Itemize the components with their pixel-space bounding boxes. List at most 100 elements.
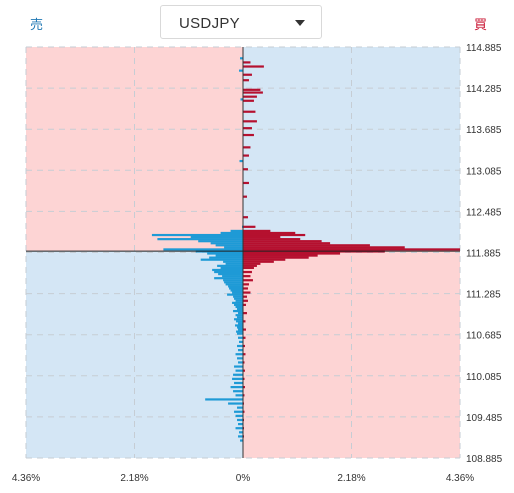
buy-order-bar (243, 336, 246, 339)
sell-order-bar (232, 301, 243, 304)
sell-order-bar (207, 252, 243, 255)
sell-order-bar (238, 422, 243, 426)
sell-order-bar (228, 402, 243, 405)
buy-order-bar (243, 295, 247, 298)
buy-order-bar (243, 242, 331, 245)
sell-order-bar (236, 320, 243, 323)
buy-order-bar (243, 361, 245, 364)
sell-order-bar (230, 386, 243, 389)
sell-order-bar (235, 324, 243, 327)
buy-order-bar (243, 256, 309, 259)
x-tick-label: 2.18% (120, 473, 148, 484)
buy-order-bar (243, 248, 460, 251)
buy-order-bar (243, 73, 252, 76)
sell-order-bar (215, 254, 243, 257)
sell-order-bar (214, 270, 243, 274)
sell-order-bar (198, 240, 243, 243)
symbol-value: USDJPY (179, 15, 240, 32)
buy-order-bar (243, 88, 261, 91)
sell-order-bar (238, 312, 243, 315)
buy-order-bar (243, 154, 249, 157)
sell-order-bar (234, 318, 243, 321)
buy-order-bar (243, 254, 318, 257)
sell-order-bar (240, 57, 243, 60)
y-tick-label: 112.485 (466, 207, 502, 218)
chevron-down-icon (295, 20, 305, 26)
y-tick-label: 114.885 (466, 43, 502, 54)
sell-order-bar (235, 369, 243, 372)
buy-order-bar (243, 262, 261, 265)
symbol-dropdown[interactable]: USDJPY (160, 5, 322, 39)
y-tick-label: 113.685 (466, 125, 502, 136)
buy-order-bar (243, 146, 251, 149)
sell-order-bar (224, 281, 243, 284)
buy-order-bar (243, 225, 256, 228)
sell-order-bar (232, 291, 243, 294)
y-tick-label: 114.285 (466, 84, 502, 95)
sell-order-bar (209, 256, 243, 259)
sell-order-bar (234, 303, 243, 307)
buy-order-bar (243, 120, 257, 123)
buy-order-bar (243, 168, 248, 171)
sell-order-bar (239, 340, 243, 343)
buy-order-bar (243, 110, 256, 113)
buy-order-bar (243, 303, 246, 307)
buy-order-bar (243, 240, 322, 243)
buy-order-bar (243, 238, 301, 241)
buy-order-bar (243, 410, 245, 413)
sell-order-bar (238, 322, 243, 325)
sell-order-bar (224, 246, 243, 249)
buy-order-bar (243, 264, 257, 267)
sell-order-bar (237, 406, 243, 409)
sell-order-bar (225, 283, 243, 286)
buy-order-bar (243, 246, 405, 249)
sell-order-bar (237, 418, 243, 422)
sell-order-bar (238, 349, 243, 352)
y-tick-label: 109.485 (466, 413, 503, 424)
sell-order-bar (235, 394, 243, 397)
sell-order-bar (212, 268, 243, 272)
buy-order-bar (243, 299, 248, 302)
sell-order-bar (235, 314, 243, 317)
sell-order-bar (220, 266, 243, 270)
buy-order-bar (243, 229, 271, 233)
sell-order-bar (238, 361, 243, 364)
x-tick-label: 4.36% (446, 473, 474, 484)
sell-order-bar (217, 264, 243, 267)
buy-order-bar (243, 252, 341, 255)
buy-order-bar (243, 258, 286, 261)
sell-order-bar (230, 229, 243, 233)
sell-order-bar (240, 98, 243, 101)
sell-order-bar (218, 272, 243, 276)
sell-label: 売 (30, 17, 44, 32)
sell-order-bar (205, 398, 243, 401)
buy-order-bar (243, 291, 251, 294)
sell-order-bar (227, 293, 243, 296)
buy-order-bar (243, 369, 245, 372)
sell-order-bar (163, 248, 243, 251)
sell-order-bar (223, 279, 243, 282)
sell-order-bar (240, 439, 243, 442)
buy-label: 買 (474, 17, 488, 32)
sell-order-bar (233, 390, 243, 393)
buy-order-bar (243, 386, 245, 389)
x-tick-label: 2.18% (337, 473, 365, 484)
sell-order-bar (233, 295, 243, 298)
sell-order-bar (239, 159, 243, 163)
buy-order-bar (243, 91, 263, 94)
y-tick-label: 110.085 (466, 372, 502, 383)
buy-order-bar (243, 133, 254, 137)
buy-order-bar (243, 344, 245, 348)
sell-order-bar (237, 316, 243, 319)
y-tick-label: 110.685 (466, 331, 502, 342)
sell-order-bar (235, 427, 243, 430)
sell-order-bar (238, 435, 243, 438)
buy-order-bar (243, 127, 252, 130)
sell-order-bar (235, 414, 243, 417)
buy-order-bar (243, 195, 247, 198)
sell-order-bar (225, 262, 243, 265)
buy-order-bar (243, 312, 247, 315)
buy-order-bar (243, 275, 251, 278)
sell-order-bar (210, 242, 243, 245)
